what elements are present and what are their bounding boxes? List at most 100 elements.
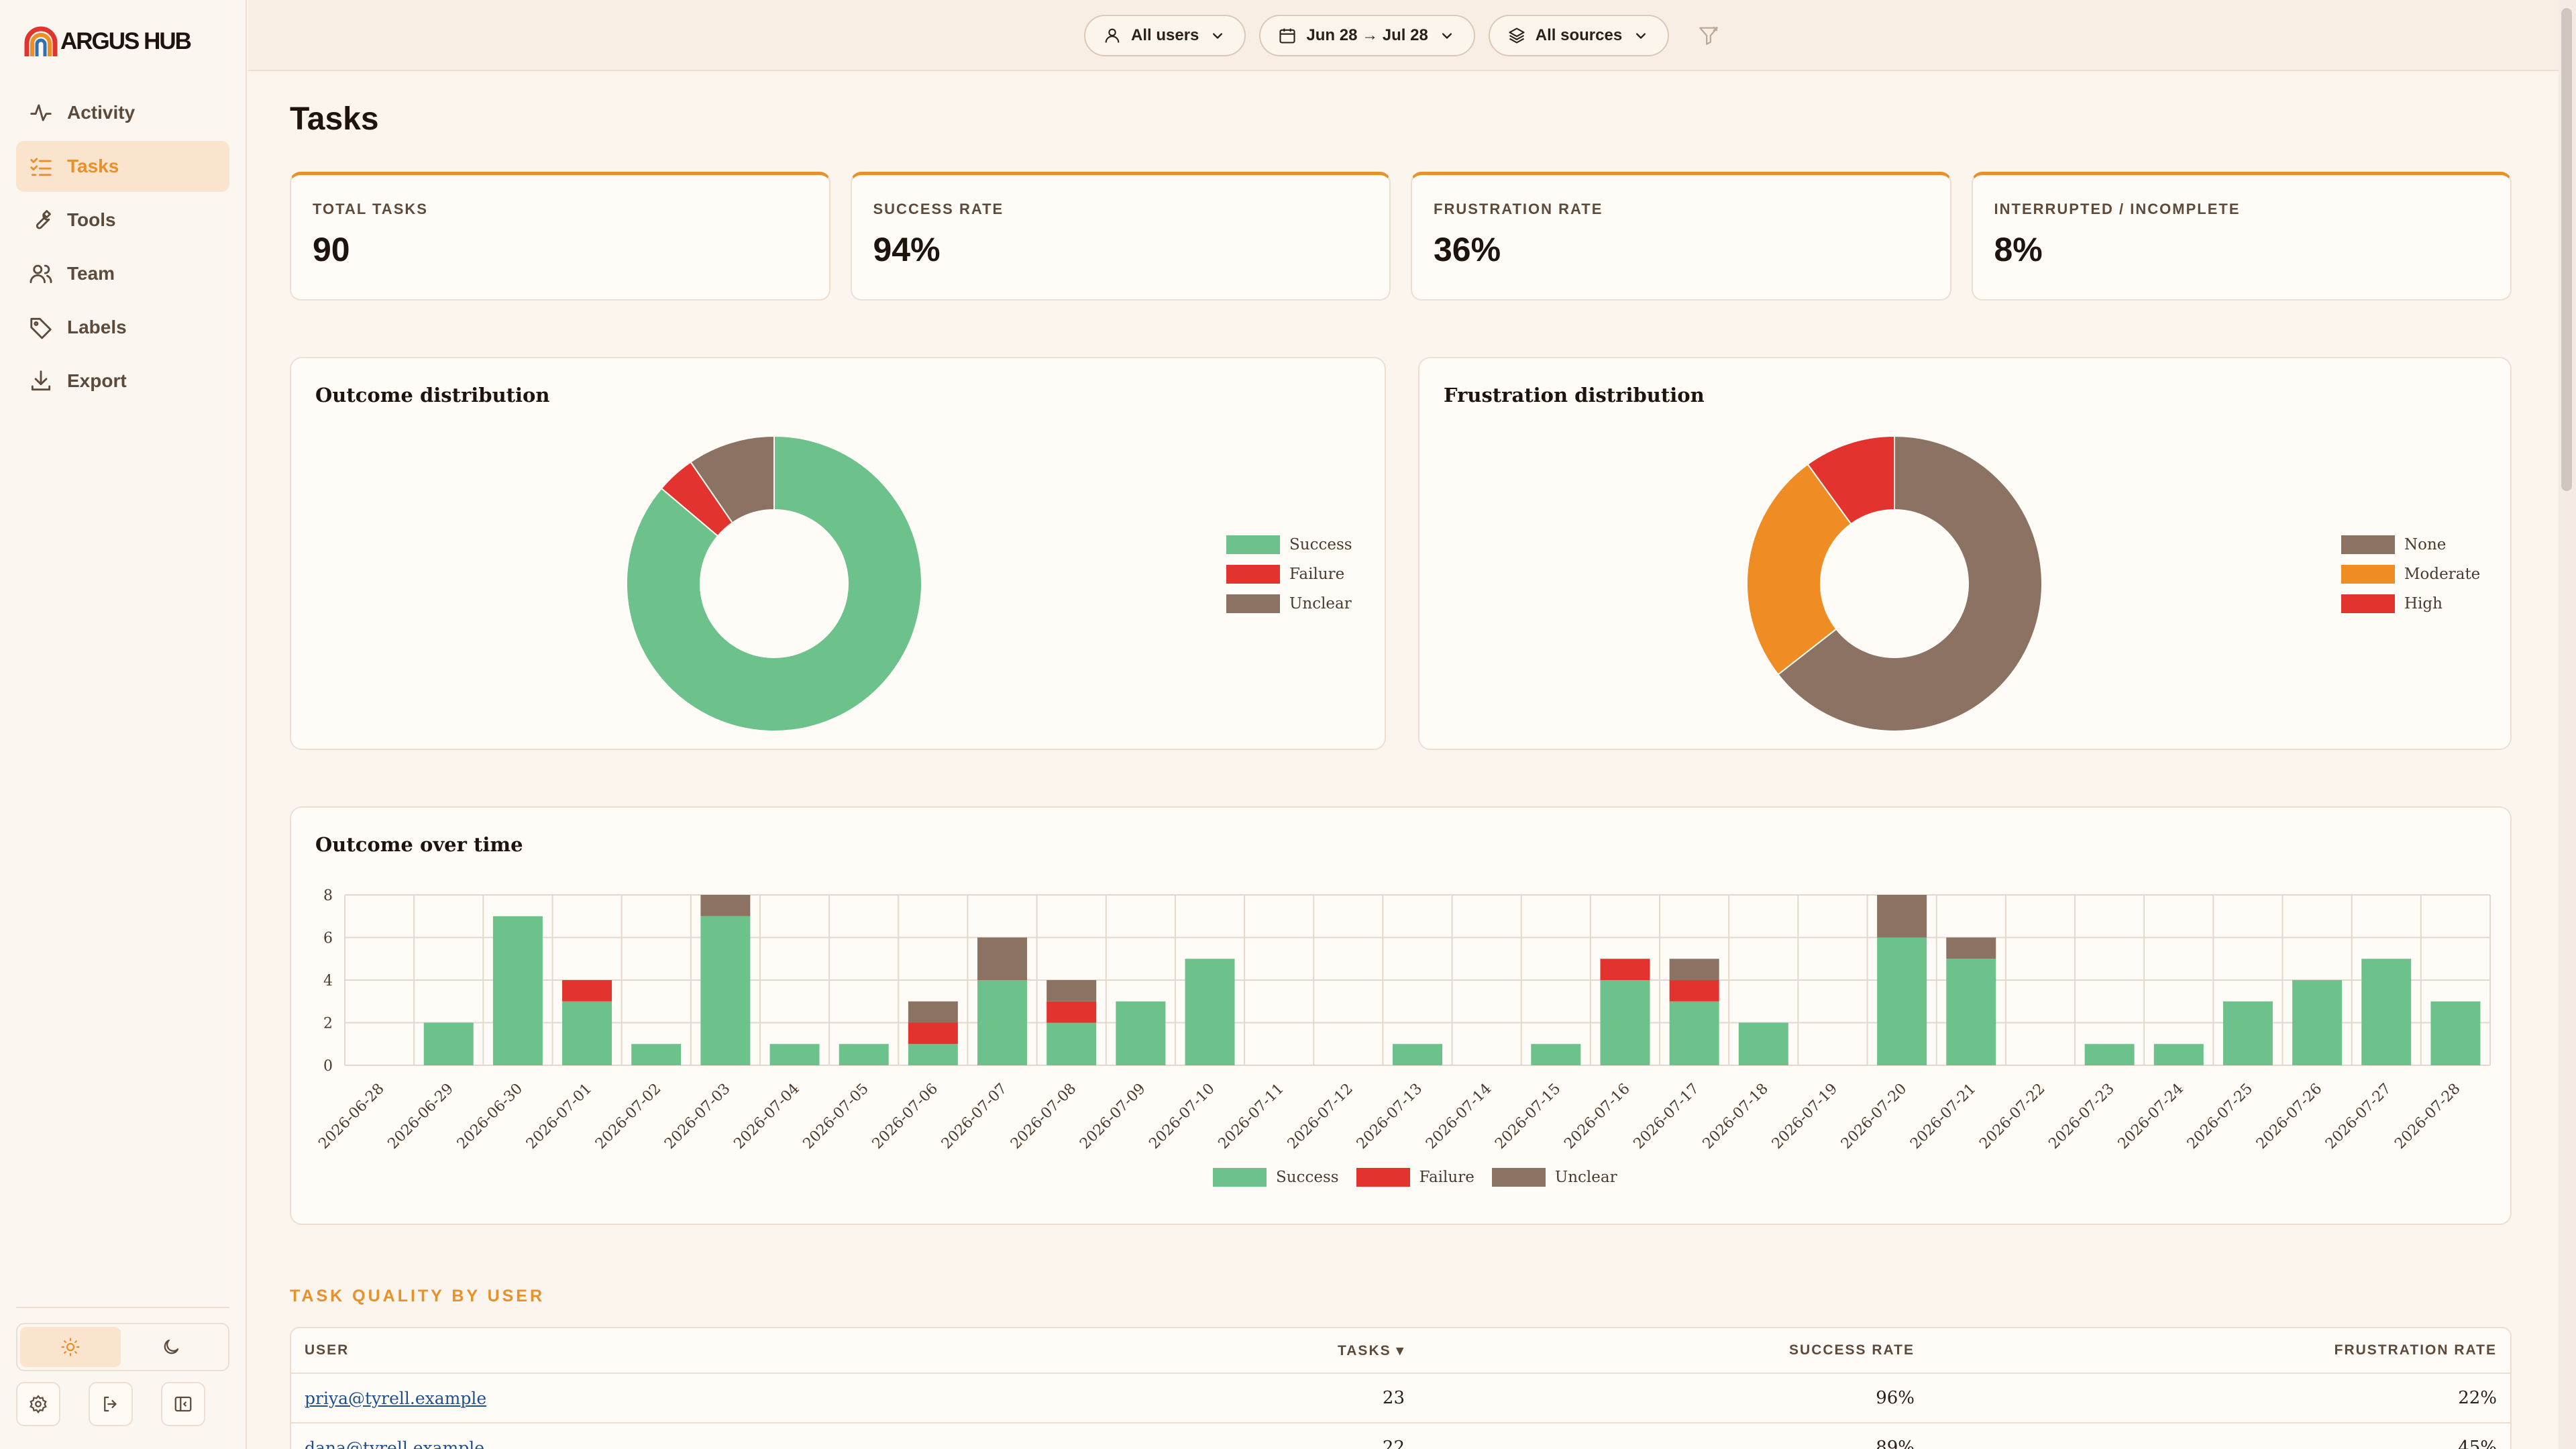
kpi-label: FRUSTRATION RATE: [1434, 201, 1603, 217]
bar-success[interactable]: [839, 1044, 889, 1065]
bar-success[interactable]: [700, 916, 751, 1065]
sidebar: ARGUS HUB Activity Tasks Tools Team Labe…: [0, 0, 247, 1449]
bar-failure[interactable]: [1046, 1001, 1097, 1023]
user-link[interactable]: dana@tyrell.example: [305, 1438, 485, 1449]
divider: [16, 1307, 229, 1308]
x-tick-label: 2026-07-27: [2322, 1081, 2394, 1152]
legend-item-failure[interactable]: Failure: [1226, 564, 1352, 584]
bar-failure[interactable]: [1669, 980, 1719, 1002]
bar-unclear[interactable]: [700, 895, 751, 916]
legend-swatch: [2341, 594, 2395, 613]
kpi-cards: TOTAL TASKS 90 SUCCESS RATE 94% FRUSTRAT…: [290, 172, 2512, 301]
legend-label: Unclear: [1289, 595, 1352, 612]
date-range-filter[interactable]: Jun 28 → Jul 28: [1259, 15, 1475, 56]
y-tick-label: 2: [323, 1016, 333, 1032]
filter-clear-icon: [1699, 26, 1719, 45]
x-tick-label: 2026-07-10: [1146, 1081, 1218, 1152]
legend-item-unclear[interactable]: Unclear: [1226, 594, 1352, 614]
bar-success[interactable]: [2084, 1044, 2135, 1065]
x-tick-label: 2026-06-28: [315, 1081, 387, 1152]
bar-success[interactable]: [1669, 1001, 1719, 1065]
outcome-donut-chart: [626, 435, 922, 732]
table-row: dana@tyrell.example 22 89% 45%: [291, 1424, 2510, 1449]
sidebar-item-labels[interactable]: Labels: [16, 302, 229, 353]
bar-success[interactable]: [1600, 980, 1650, 1065]
y-tick-label: 4: [323, 973, 333, 989]
column-header-success-rate[interactable]: SUCCESS RATE: [1789, 1342, 1915, 1358]
dark-theme-button[interactable]: [121, 1327, 221, 1367]
bar-success[interactable]: [1738, 1022, 1788, 1066]
legend-item-success[interactable]: Success: [1213, 1167, 1339, 1187]
settings-button[interactable]: [16, 1382, 60, 1426]
bar-unclear[interactable]: [908, 1001, 958, 1023]
bar-success[interactable]: [908, 1044, 958, 1065]
bar-success[interactable]: [562, 1001, 612, 1065]
legend-item-success[interactable]: Success: [1226, 535, 1352, 555]
legend-item-failure[interactable]: Failure: [1356, 1167, 1474, 1187]
slice-success[interactable]: [626, 435, 922, 732]
bar-success[interactable]: [1185, 959, 1235, 1065]
bar-unclear[interactable]: [977, 937, 1028, 981]
bar-success[interactable]: [1393, 1044, 1442, 1065]
bar-success[interactable]: [492, 916, 543, 1065]
bar-unclear[interactable]: [1669, 959, 1719, 980]
bar-success[interactable]: [2430, 1001, 2481, 1065]
sidebar-item-team[interactable]: Team: [16, 248, 229, 299]
x-tick-label: 2026-07-06: [869, 1081, 941, 1152]
column-header-frustration-rate[interactable]: FRUSTRATION RATE: [2334, 1342, 2497, 1358]
x-tick-label: 2026-06-29: [385, 1081, 457, 1152]
scrollbar-thumb[interactable]: [2561, 8, 2572, 491]
bar-failure[interactable]: [908, 1022, 958, 1044]
sidebar-item-export[interactable]: Export: [16, 356, 229, 407]
legend-label: High: [2404, 595, 2443, 612]
bar-success[interactable]: [2153, 1044, 2204, 1065]
bar-success[interactable]: [423, 1022, 474, 1066]
bar-success[interactable]: [1046, 1022, 1097, 1066]
y-tick-label: 6: [323, 930, 333, 947]
sidebar-item-tasks[interactable]: Tasks: [16, 141, 229, 192]
bar-failure[interactable]: [1600, 959, 1650, 980]
legend-item-moderate[interactable]: Moderate: [2341, 564, 2480, 584]
bar-success[interactable]: [977, 980, 1028, 1065]
slice-moderate[interactable]: [1746, 463, 1852, 676]
sidebar-item-activity[interactable]: Activity: [16, 87, 229, 138]
x-tick-label: 2026-07-28: [2392, 1081, 2463, 1152]
chart-title: Outcome distribution: [315, 384, 550, 407]
slice-unclear[interactable]: [690, 435, 775, 524]
bar-success[interactable]: [2361, 959, 2412, 1065]
bar-success[interactable]: [1946, 959, 1996, 1065]
theme-toggle[interactable]: [16, 1323, 229, 1371]
x-tick-label: 2026-07-01: [523, 1081, 595, 1152]
user-link[interactable]: priya@tyrell.example: [305, 1388, 487, 1408]
bar-failure[interactable]: [562, 980, 612, 1002]
slice-none[interactable]: [1777, 435, 2043, 732]
y-tick-label: 8: [323, 888, 333, 904]
legend-item-high[interactable]: High: [2341, 594, 2480, 614]
column-header-tasks[interactable]: TASKS ▾: [1338, 1342, 1405, 1358]
users-filter[interactable]: All users: [1084, 15, 1246, 56]
slice-high[interactable]: [1807, 435, 1895, 525]
legend-item-none[interactable]: None: [2341, 535, 2480, 555]
bar-success[interactable]: [1531, 1044, 1581, 1065]
light-theme-button[interactable]: [20, 1327, 121, 1367]
x-tick-label: 2026-07-04: [731, 1081, 802, 1152]
clear-filters-button[interactable]: [1692, 19, 1725, 52]
bar-success[interactable]: [1116, 1001, 1166, 1065]
bar-unclear[interactable]: [1877, 895, 1927, 938]
x-tick-label: 2026-07-21: [1907, 1081, 1979, 1152]
sources-filter[interactable]: All sources: [1488, 15, 1670, 56]
legend-item-unclear[interactable]: Unclear: [1491, 1167, 1617, 1187]
bar-unclear[interactable]: [1946, 937, 1996, 959]
column-header-user[interactable]: USER: [305, 1342, 350, 1358]
bar-unclear[interactable]: [1046, 980, 1097, 1002]
bar-success[interactable]: [1877, 937, 1927, 1066]
sidebar-item-tools[interactable]: Tools: [16, 195, 229, 246]
logout-button[interactable]: [89, 1382, 133, 1426]
bar-success[interactable]: [2222, 1001, 2273, 1065]
bar-success[interactable]: [2292, 980, 2343, 1065]
bar-success[interactable]: [631, 1044, 682, 1065]
bar-success[interactable]: [769, 1044, 820, 1065]
task-quality-table: USER TASKS ▾ SUCCESS RATE FRUSTRATION RA…: [290, 1327, 2512, 1449]
brand[interactable]: ARGUS HUB: [24, 24, 192, 59]
collapse-sidebar-button[interactable]: [161, 1382, 205, 1426]
